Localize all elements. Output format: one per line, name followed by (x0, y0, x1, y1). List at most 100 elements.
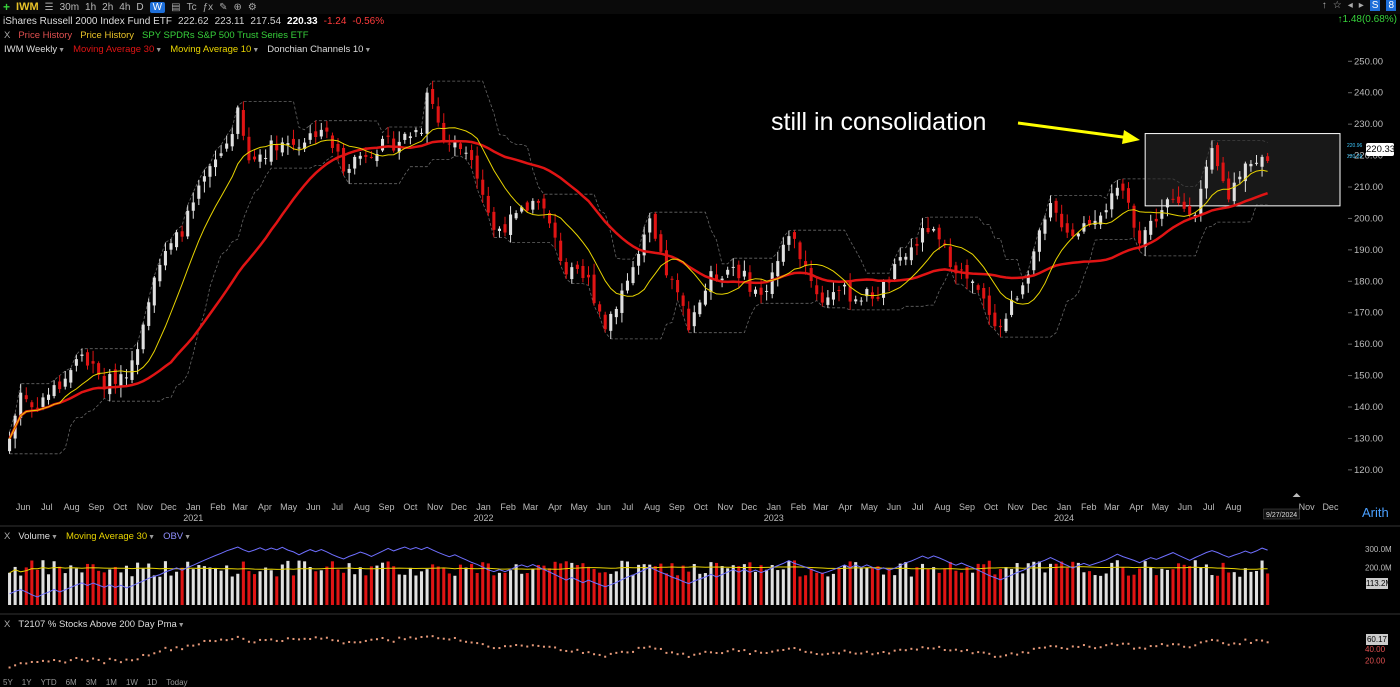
range-1w[interactable]: 1W (125, 677, 138, 687)
candle (926, 228, 930, 233)
range-6m[interactable]: 6M (65, 677, 77, 687)
legend-iwm-weekly[interactable]: IWM Weekly▼ (4, 43, 66, 55)
candle (202, 176, 206, 182)
indicators-icon[interactable]: ƒx (202, 1, 214, 13)
tf-2h[interactable]: 2h (102, 1, 114, 13)
t2107-point (682, 652, 685, 655)
settings-icon[interactable]: ⚙ (247, 1, 257, 13)
chart-type-icon[interactable]: ▤ (171, 1, 181, 13)
draw-icon[interactable]: ✎ (219, 1, 228, 13)
candle (614, 308, 618, 318)
t2107-point (448, 638, 451, 641)
volume-bar (486, 563, 490, 605)
volume-bar (24, 567, 28, 605)
candle (1087, 219, 1092, 226)
legend-price-history-2[interactable]: Price History (80, 29, 135, 41)
candle (241, 110, 245, 136)
t2107-point (1222, 642, 1225, 645)
star-icon[interactable]: ☆ (1332, 0, 1342, 11)
range-1d[interactable]: 1D (146, 677, 158, 687)
link-8-icon[interactable]: 8 (1386, 0, 1396, 11)
t2107-point (810, 651, 813, 654)
candle (30, 402, 34, 408)
t2107-point (1194, 644, 1197, 647)
legend-ma10[interactable]: Moving Average 10▼ (170, 43, 260, 55)
t2107-tick-label: 20.00 (1365, 657, 1386, 666)
t2107-point (97, 658, 100, 661)
y-tick-label: 150.00 (1354, 371, 1383, 382)
tf-1h[interactable]: 1h (85, 1, 97, 13)
tf-d[interactable]: D (136, 1, 144, 13)
symbol-input[interactable]: IWM (16, 1, 39, 13)
legend-volume-ma30[interactable]: Moving Average 30▼ (65, 530, 156, 542)
volume-bar (353, 574, 357, 605)
t2107-point (403, 638, 406, 641)
t2107-point (565, 649, 568, 652)
legend-volume[interactable]: Volume▼ (18, 530, 58, 542)
range-5y[interactable]: 5Y (3, 677, 13, 687)
t2107-point (364, 639, 367, 642)
t2107-point (147, 654, 150, 657)
t2107-point (804, 650, 807, 653)
candle (492, 211, 496, 230)
legend-ma30[interactable]: Moving Average 30▼ (73, 43, 163, 55)
t2107-point (799, 648, 802, 651)
candle (163, 251, 167, 266)
t2107-point (275, 639, 278, 642)
range-3m[interactable]: 3M (85, 677, 97, 687)
t2107-point (932, 647, 935, 650)
volume-bar (330, 561, 334, 605)
tf-w[interactable]: W (149, 1, 166, 13)
templates-icon[interactable]: Tc (186, 1, 197, 13)
candle (219, 153, 223, 156)
volume-bar (1065, 567, 1069, 605)
y-tick-label: 180.00 (1354, 276, 1383, 287)
range-1m[interactable]: 1M (105, 677, 117, 687)
candle (19, 392, 23, 418)
range-1y[interactable]: 1Y (21, 677, 32, 687)
t2107-point (409, 636, 412, 639)
candle (269, 140, 273, 162)
arith-label[interactable]: Arith (1362, 505, 1389, 520)
legend-t2107[interactable]: T2107 % Stocks Above 200 Day Pma▼ (18, 618, 185, 630)
compare-icon[interactable]: ⊕ (233, 1, 242, 13)
t2107-point (431, 635, 434, 638)
t2107-point (1183, 645, 1186, 648)
volume-bar (124, 565, 128, 605)
t2107-point (75, 656, 78, 659)
candle (882, 281, 886, 298)
t2107-point (286, 637, 289, 640)
x-year-label: 2022 (474, 513, 494, 523)
volume-bar (264, 567, 268, 605)
range-ytd[interactable]: YTD (40, 677, 57, 687)
close-volume-icon[interactable]: X (4, 530, 11, 542)
t2107-point (743, 649, 746, 652)
x-tick-label: Sep (959, 502, 975, 512)
forward-icon[interactable]: ▸ (1358, 0, 1364, 11)
candle (342, 147, 346, 172)
candle (497, 228, 501, 231)
candle (609, 313, 613, 331)
volume-bar (542, 565, 546, 605)
y-tick-label: 170.00 (1354, 308, 1383, 319)
x-tick-label: Mar (1104, 502, 1120, 512)
t2107-point (1021, 651, 1024, 654)
share-icon[interactable]: ↑ (1321, 0, 1327, 11)
legend-donchian[interactable]: Donchian Channels 10▼ (267, 43, 372, 55)
legend-obv[interactable]: OBV▼ (163, 530, 192, 542)
list-icon[interactable]: ☰ (44, 1, 54, 13)
legend-price-history-1[interactable]: Price History (18, 29, 73, 41)
tf-30m[interactable]: 30m (59, 1, 80, 13)
x-tick-label: Jun (1178, 502, 1193, 512)
close-t2107-icon[interactable]: X (4, 618, 11, 630)
add-symbol-icon[interactable]: + (3, 0, 11, 14)
candle (954, 265, 958, 274)
tf-4h[interactable]: 4h (119, 1, 131, 13)
t2107-point (442, 637, 445, 640)
range-today[interactable]: Today (166, 677, 188, 687)
back-icon[interactable]: ◂ (1347, 0, 1353, 11)
close-icon[interactable]: X (4, 29, 11, 41)
legend-spy[interactable]: SPY SPDRs S&P 500 Trust Series ETF (142, 29, 309, 41)
link-s-icon[interactable]: S (1369, 0, 1381, 11)
